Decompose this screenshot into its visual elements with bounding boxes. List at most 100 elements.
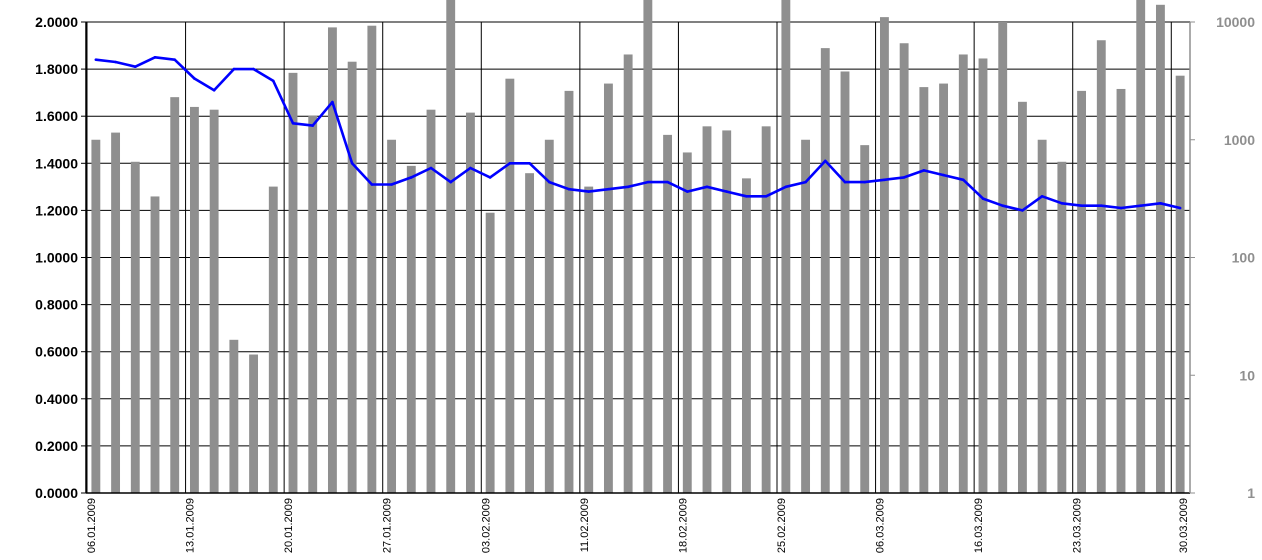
left-tick-label: 1.8000 xyxy=(35,61,78,77)
rate-point xyxy=(390,183,393,186)
volume-bar xyxy=(209,109,219,494)
rate-point xyxy=(784,185,788,189)
x-tick-label: 03.02.2009 xyxy=(480,498,492,553)
rate-point xyxy=(745,194,748,198)
rate-point xyxy=(133,65,137,69)
rate-point xyxy=(1080,204,1083,207)
volume-bar xyxy=(860,145,870,493)
left-tick-label: 0.6000 xyxy=(35,344,78,360)
volume-bar xyxy=(170,97,180,493)
rate-point xyxy=(863,180,867,184)
rate-point xyxy=(1001,204,1005,207)
volume-bar xyxy=(584,186,594,494)
left-tick-label: 2.0000 xyxy=(35,14,78,30)
rate-line xyxy=(95,56,1181,212)
volume-bar xyxy=(1136,0,1146,494)
volume-bar xyxy=(189,106,199,494)
volume-bar xyxy=(663,134,673,493)
rate-point xyxy=(961,178,965,182)
volume-bar xyxy=(1037,139,1047,493)
rate-point xyxy=(607,187,610,191)
rate-point xyxy=(311,124,315,127)
volume-bar xyxy=(682,152,692,493)
left-tick-label: 0.0000 xyxy=(35,485,78,501)
volume-bar xyxy=(958,54,968,493)
rate-point xyxy=(94,58,98,61)
volume-bar xyxy=(722,130,732,494)
rate-point xyxy=(153,56,157,59)
rate-point xyxy=(1099,204,1103,207)
rate-point xyxy=(350,162,354,165)
rate-point xyxy=(528,162,531,165)
x-tick-label: 06.01.2009 xyxy=(86,498,98,553)
volume-bar xyxy=(229,339,239,493)
volume-bar xyxy=(741,178,751,493)
volume-bar xyxy=(840,71,850,494)
x-tick-label: 30.03.2009 xyxy=(1178,498,1190,553)
volume-bar xyxy=(288,72,298,494)
rate-point xyxy=(114,60,117,64)
volume-bar xyxy=(446,0,456,493)
rate-point xyxy=(469,166,472,170)
volume-bar xyxy=(1096,40,1106,493)
rate-point xyxy=(567,187,571,191)
x-tick-label: 13.01.2009 xyxy=(185,498,197,553)
volume-bar xyxy=(781,0,791,494)
rate-point xyxy=(922,169,926,172)
rate-point xyxy=(429,166,433,170)
rate-point xyxy=(252,67,255,71)
volume-bar xyxy=(505,78,515,494)
left-tick-label: 1.6000 xyxy=(35,108,78,124)
volume-bar xyxy=(879,17,889,494)
volume-bar xyxy=(544,139,554,493)
x-tick-label: 06.03.2009 xyxy=(875,498,887,553)
volume-bar xyxy=(525,173,535,493)
volume-bar xyxy=(327,27,337,494)
x-tick-label: 11.02.2009 xyxy=(579,498,591,552)
volume-bar xyxy=(91,139,101,493)
rate-point xyxy=(1178,206,1182,210)
rate-point xyxy=(587,190,591,193)
volume-bar xyxy=(130,161,140,493)
volume-bar xyxy=(150,196,160,493)
rate-point xyxy=(1021,209,1024,212)
volume-bar xyxy=(426,109,436,494)
rate-point xyxy=(666,180,669,184)
volume-bar xyxy=(939,83,949,493)
left-tick-label: 1.2000 xyxy=(35,202,78,218)
left-tick-label: 0.2000 xyxy=(35,438,78,454)
x-tick-label: 16.03.2009 xyxy=(973,498,985,553)
volume-bar xyxy=(1057,161,1067,493)
volume-bar xyxy=(347,61,357,493)
volume-bar xyxy=(643,0,653,493)
volume-bar xyxy=(702,126,712,494)
rate-point xyxy=(646,180,650,184)
rate-point xyxy=(449,180,453,184)
rate-point xyxy=(823,159,827,163)
volume-bar xyxy=(899,43,909,493)
right-tick-label: 100 xyxy=(1232,250,1256,266)
volume-bar xyxy=(998,22,1008,493)
x-tick-label: 18.02.2009 xyxy=(677,498,689,553)
rate-point xyxy=(370,183,374,186)
rate-point xyxy=(725,190,729,193)
left-tick-label: 1.4000 xyxy=(35,155,78,171)
rate-point xyxy=(843,180,847,184)
left-tick-label: 1.0000 xyxy=(35,250,78,266)
right-tick-label: 1 xyxy=(1247,485,1255,501)
volume-bar xyxy=(485,212,495,493)
x-tick-label: 23.03.2009 xyxy=(1072,498,1084,553)
right-tick-label: 10000 xyxy=(1216,14,1255,30)
volume-bar xyxy=(406,165,416,494)
x-tick-label: 20.01.2009 xyxy=(283,498,295,553)
rate-point xyxy=(508,162,512,165)
rate-point xyxy=(883,178,886,182)
x-tick-label: 25.02.2009 xyxy=(776,498,788,553)
volume-bar xyxy=(761,126,771,494)
volume-bar xyxy=(978,58,988,494)
left-tick-label: 0.8000 xyxy=(35,297,78,313)
rate-point xyxy=(705,185,709,189)
volume-bar xyxy=(387,139,397,493)
volume-bar xyxy=(801,139,811,493)
rate-point xyxy=(764,194,768,198)
